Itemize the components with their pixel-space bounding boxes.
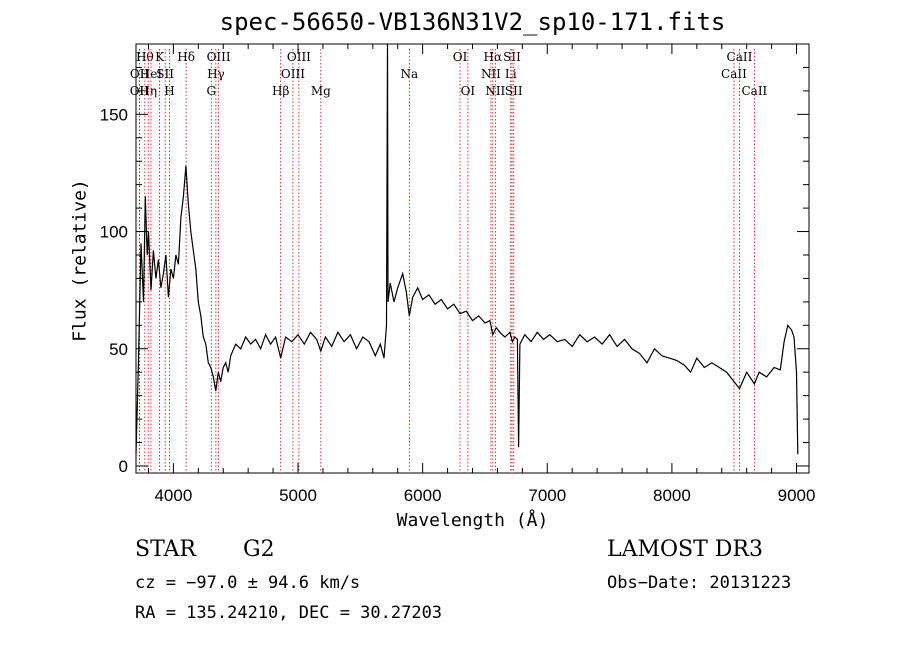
x-tick-label: 4000 <box>154 486 192 505</box>
object-type: STAR <box>135 537 196 562</box>
x-tick-label: 9000 <box>778 486 816 505</box>
line-marker-label: Na <box>400 67 418 81</box>
axis-ticks: 4000 5000 6000 7000 8000 9000 0 50 100 150 <box>100 44 816 505</box>
spectrum-line <box>135 43 799 455</box>
x-tick-label: 8000 <box>653 486 691 505</box>
line-marker-label: Hθ <box>136 50 154 64</box>
line-marker-label: CaII <box>727 50 753 64</box>
line-marker-label: Hγ <box>207 67 225 81</box>
line-marker-label: Hα <box>484 50 503 64</box>
line-marker-label: Hβ <box>272 84 289 98</box>
y-tick-label: 100 <box>100 223 128 242</box>
ra-dec-coordinates: RA = 135.24210, DEC = 30.27203 <box>135 603 443 623</box>
y-tick-label: 0 <box>119 457 128 476</box>
y-tick-label: 150 <box>100 105 128 124</box>
line-marker-label: SII <box>503 50 521 64</box>
x-tick-label: 7000 <box>528 486 566 505</box>
line-marker-label: Hη <box>139 84 157 98</box>
line-marker-label: Li <box>505 67 517 81</box>
line-marker-label: SII <box>505 84 523 98</box>
line-marker-label: OI <box>461 84 476 98</box>
redshift-cz: cz = −97.0 ± 94.6 km/s <box>135 573 361 593</box>
line-marker-label: NII <box>485 84 505 98</box>
line-marker-label: OIII <box>207 50 231 64</box>
line-marker-label: OIII <box>281 67 305 81</box>
line-marker-label: CaII <box>741 84 767 98</box>
line-marker-label: OIII <box>287 50 311 64</box>
spectral-line-markers: OIIOIIHθHηHeIKSIIHHδGHγOIIIHβOIIIOIIIMgN… <box>130 49 768 473</box>
plot-frame <box>135 43 810 474</box>
x-tick-label: 6000 <box>404 486 442 505</box>
line-marker-label: SII <box>156 67 174 81</box>
y-tick-label: 50 <box>109 340 128 359</box>
line-marker-label: NII <box>481 67 501 81</box>
line-marker-label: CaII <box>721 67 747 81</box>
spectrum-series <box>135 43 799 455</box>
line-marker-label: H <box>164 84 174 98</box>
x-axis-label: Wavelength (Å) <box>396 510 549 531</box>
line-marker-label: G <box>206 84 216 98</box>
object-subclass: G2 <box>243 537 275 562</box>
line-marker-label: OI <box>453 50 468 64</box>
x-tick-label: 5000 <box>279 486 317 505</box>
line-marker-label: Mg <box>311 84 331 98</box>
line-marker-label: Hδ <box>177 50 195 64</box>
chart-title: spec-56650-VB136N31V2_sp10-171.fits <box>219 8 726 36</box>
line-marker-label: HeI <box>140 67 163 81</box>
observation-date: Obs−Date: 20131223 <box>607 573 792 593</box>
y-axis-label: Flux (relative) <box>69 179 91 342</box>
survey-name: LAMOST DR3 <box>607 537 763 562</box>
line-marker-label: K <box>155 50 165 64</box>
